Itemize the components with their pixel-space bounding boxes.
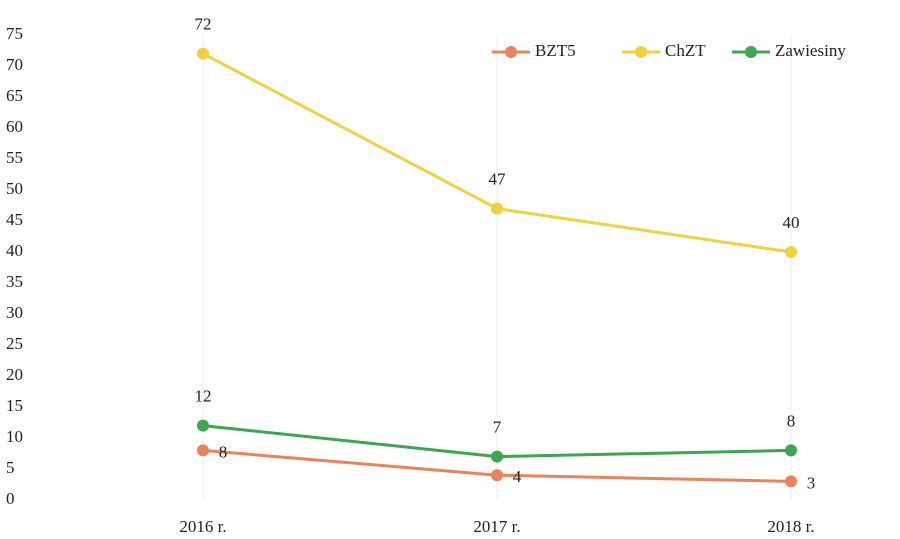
x-tick-label: 2017 r. bbox=[473, 517, 520, 536]
legend-label: Zawiesiny bbox=[775, 41, 846, 60]
data-point bbox=[491, 450, 503, 463]
data-label: 47 bbox=[489, 170, 507, 189]
y-tick-label: 5 bbox=[6, 458, 15, 477]
data-label: 12 bbox=[195, 387, 212, 406]
data-point bbox=[785, 246, 797, 258]
y-tick-label: 55 bbox=[6, 148, 23, 167]
y-tick-label: 65 bbox=[6, 86, 23, 105]
data-label: 72 bbox=[195, 15, 212, 34]
x-tick-label: 2016 r. bbox=[179, 517, 226, 536]
data-point bbox=[197, 47, 209, 60]
y-tick-label: 0 bbox=[6, 489, 15, 508]
data-label: 8 bbox=[787, 411, 796, 430]
y-tick-label: 60 bbox=[6, 117, 23, 136]
y-tick-label: 20 bbox=[6, 365, 23, 384]
data-point bbox=[491, 202, 503, 215]
data-label: 4 bbox=[513, 467, 522, 486]
y-tick-label: 25 bbox=[6, 334, 23, 353]
legend-label: BZT5 bbox=[535, 41, 576, 60]
data-point bbox=[785, 475, 797, 488]
legend-marker bbox=[505, 46, 517, 58]
legend-marker bbox=[635, 46, 647, 58]
y-tick-label: 50 bbox=[6, 179, 23, 198]
data-point bbox=[491, 469, 503, 482]
y-tick-label: 45 bbox=[6, 210, 23, 229]
data-point bbox=[197, 444, 209, 457]
y-tick-label: 10 bbox=[6, 427, 23, 446]
data-point bbox=[785, 444, 797, 457]
data-label: 40 bbox=[783, 213, 800, 232]
x-tick-label: 2018 r. bbox=[767, 517, 814, 536]
data-label: 7 bbox=[493, 418, 502, 437]
data-point bbox=[197, 419, 209, 432]
y-tick-label: 15 bbox=[6, 396, 23, 415]
legend-label: ChZT bbox=[665, 41, 706, 60]
legend-marker bbox=[745, 46, 757, 58]
data-label: 8 bbox=[219, 442, 228, 461]
y-tick-label: 30 bbox=[6, 303, 23, 322]
data-label: 3 bbox=[807, 473, 816, 492]
y-tick-label: 70 bbox=[6, 55, 23, 74]
y-tick-label: 35 bbox=[6, 272, 23, 291]
y-tick-label: 40 bbox=[6, 241, 23, 260]
y-tick-label: 75 bbox=[6, 24, 23, 43]
